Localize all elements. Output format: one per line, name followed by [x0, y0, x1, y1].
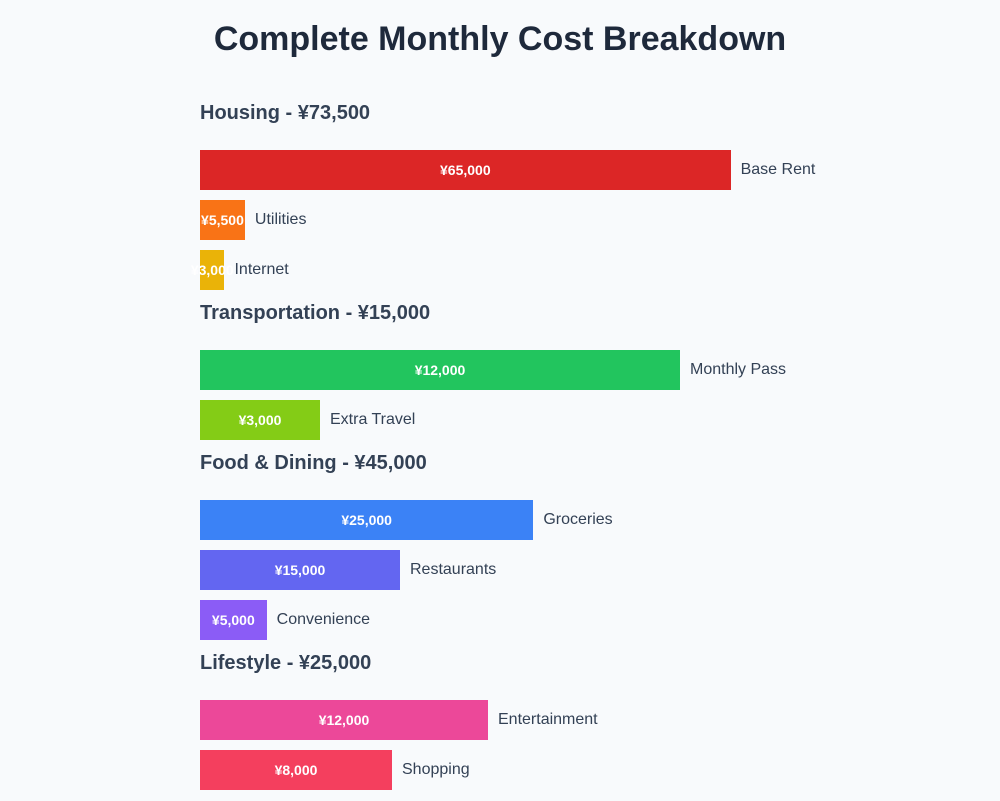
bar-category-label: Utilities	[254, 211, 307, 228]
bar-row: ¥25,000 Groceries	[200, 500, 1000, 540]
bar-category-label: Monthly Pass	[690, 361, 787, 378]
cost-section: Food & Dining - ¥45,000 ¥25,000 Groceries ¥…	[200, 451, 1000, 640]
bar-row: ¥65,000 Base Rent	[200, 150, 1000, 190]
cost-section: Lifestyle - ¥25,000 ¥12,000 Entertainment ¥…	[200, 651, 1000, 790]
cost-breakdown-chart: Housing - ¥73,500 ¥65,000 Base Rent ¥5,500 U…	[191, 101, 1000, 801]
cost-section: Housing - ¥73,500 ¥65,000 Base Rent ¥5,500 U…	[191, 101, 1000, 290]
bar-row: ¥3,000 Internet	[191, 250, 1000, 290]
bar: ¥3,000	[200, 400, 320, 440]
bar-row: ¥12,000 Monthly Pass	[200, 350, 1000, 390]
bar-category-label: Entertainment	[498, 711, 598, 728]
bar: ¥5,500	[200, 200, 245, 240]
bar: ¥3,000	[191, 250, 234, 290]
bar: ¥12,000	[200, 700, 488, 740]
bar-row: ¥15,000 Restaurants	[200, 550, 1000, 590]
section-title: Lifestyle - ¥25,000	[200, 652, 372, 674]
bar: ¥5,000	[200, 600, 267, 640]
bar-row: ¥3,000 Extra Travel	[200, 400, 1000, 440]
page-title: Complete Monthly Cost Breakdown	[213, 20, 787, 58]
bar-value-label: ¥65,000	[440, 162, 491, 178]
bar-category-label: Extra Travel	[330, 411, 416, 428]
bar-category-label: Internet	[234, 261, 289, 278]
bar-row: ¥5,000 Convenience	[200, 600, 1000, 640]
bar-category-label: Shopping	[402, 761, 470, 778]
bar-category-label: Restaurants	[410, 561, 497, 578]
bar-category-label: Base Rent	[740, 161, 816, 178]
section-title: Food & Dining - ¥45,000	[200, 452, 427, 474]
bar: ¥15,000	[200, 550, 400, 590]
bar-value-label: ¥25,000	[341, 512, 392, 528]
bar-value-label: ¥12,000	[414, 362, 466, 378]
bar-row: ¥12,000 Entertainment	[200, 700, 1000, 740]
bar-value-label: ¥15,000	[274, 562, 326, 578]
bar-value-label: ¥5,000	[211, 612, 255, 628]
section-title: Transportation - ¥15,000	[200, 302, 431, 324]
bar-category-label: Convenience	[276, 611, 371, 628]
bar-value-label: ¥8,000	[274, 762, 318, 778]
bar: ¥65,000	[200, 150, 731, 190]
bar-row: ¥5,500 Utilities	[200, 200, 1000, 240]
section-title: Housing - ¥73,500	[200, 102, 371, 124]
bar-value-label: ¥5,500	[201, 212, 244, 228]
cost-section: Transportation - ¥15,000 ¥12,000 Monthly P…	[200, 301, 1000, 440]
bar-category-label: Groceries	[543, 511, 613, 528]
bar-value-label: ¥12,000	[318, 712, 370, 728]
bar-value-label: ¥3,000	[190, 262, 234, 278]
bar: ¥8,000	[200, 750, 392, 790]
bar-value-label: ¥3,000	[238, 412, 282, 428]
bar-row: ¥8,000 Shopping	[200, 750, 1000, 790]
bar: ¥25,000	[200, 500, 534, 540]
bar: ¥12,000	[200, 350, 680, 390]
